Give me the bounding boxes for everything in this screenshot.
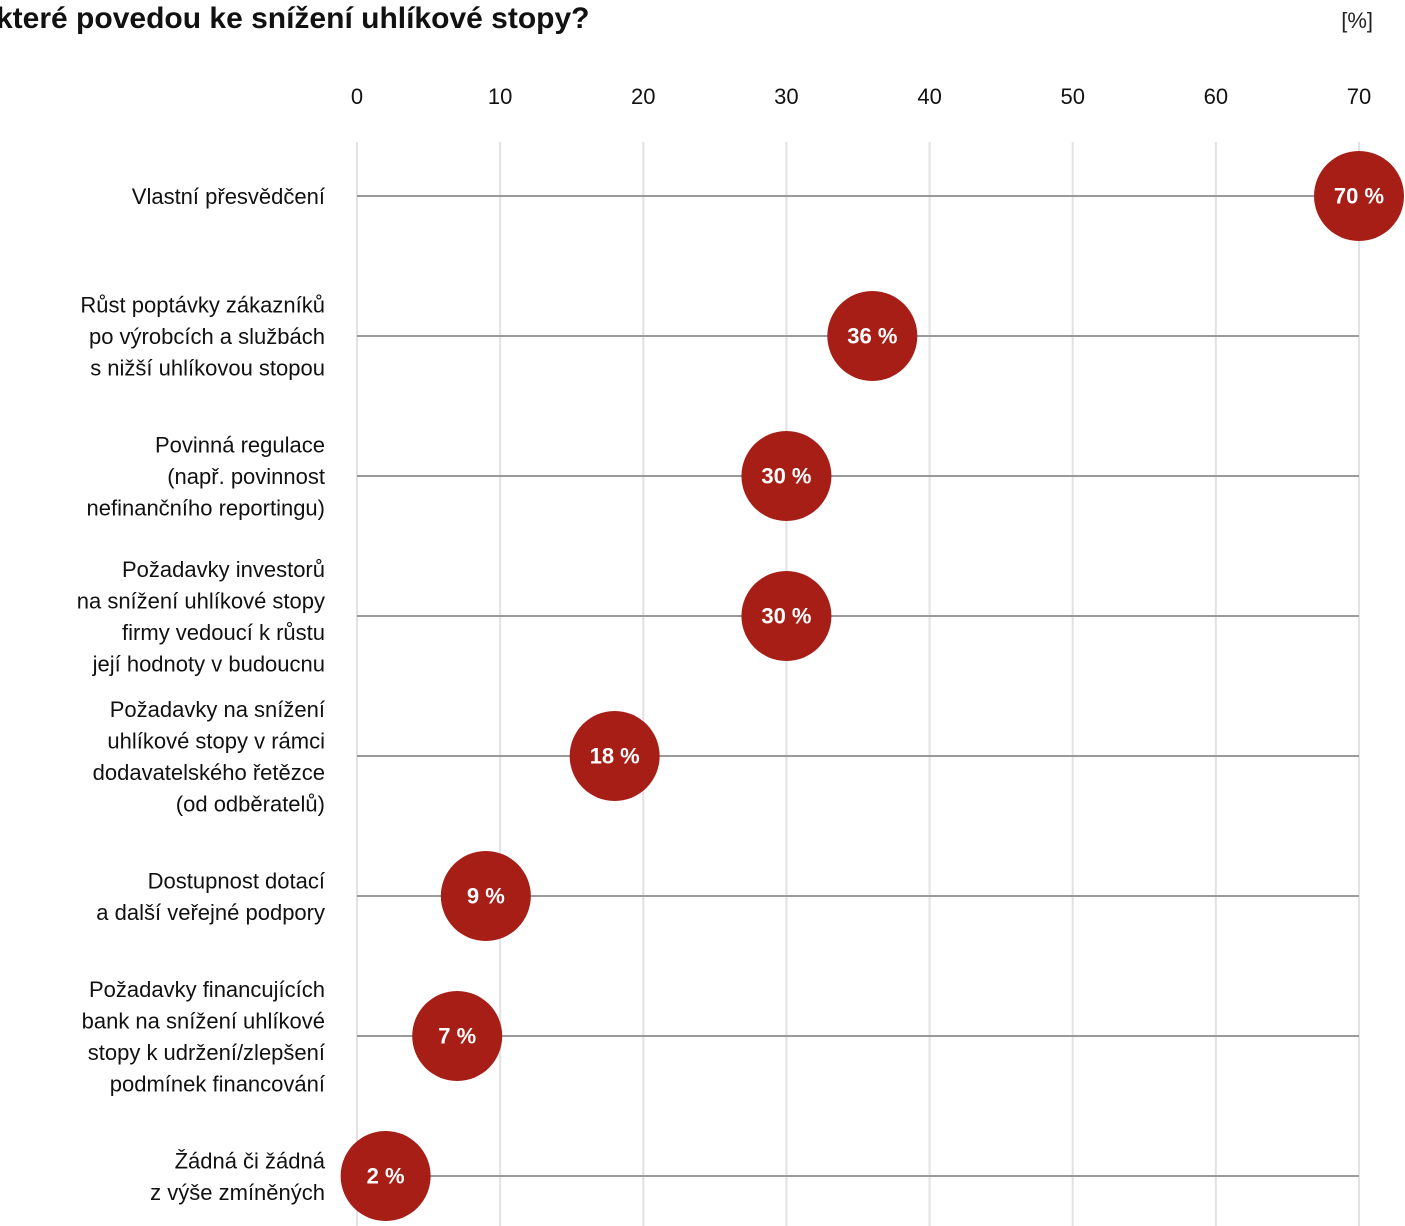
- data-point: [827, 291, 918, 381]
- data-point: [1314, 151, 1404, 241]
- category-label: Povinná regulace (např. povinnost nefinanč…: [87, 432, 326, 520]
- data-point: [741, 571, 832, 661]
- data-point: [741, 431, 832, 521]
- x-tick-label: 30: [774, 84, 798, 109]
- x-tick-label: 0: [351, 84, 363, 109]
- data-label: 2 %: [367, 1164, 405, 1189]
- x-tick-label: 50: [1060, 84, 1084, 109]
- data-label: 70 %: [1334, 184, 1384, 209]
- data-point: [569, 711, 660, 801]
- category-label: Růst poptávky zákazníků po výrobcích a sl…: [80, 292, 325, 380]
- x-tick-label: 40: [917, 84, 941, 109]
- data-label: 30 %: [761, 464, 811, 489]
- data-point: [412, 991, 503, 1081]
- category-label: Žádná či žádná z výše zmíněných: [150, 1148, 326, 1205]
- data-label: 36 %: [847, 324, 897, 349]
- category-label: Požadavky investorů na snížení uhlíkové s…: [77, 556, 325, 676]
- data-label: 9 %: [467, 884, 505, 909]
- category-label: Požadavky financujících bank na snížení u…: [82, 976, 325, 1096]
- data-label: 7 %: [438, 1024, 476, 1049]
- data-label: 18 %: [590, 744, 640, 769]
- data-point: [340, 1131, 431, 1221]
- data-point: [440, 851, 531, 941]
- chart-title: které povedou ke snížení uhlíkové stopy?: [0, 2, 590, 35]
- x-tick-label: 70: [1347, 84, 1371, 109]
- x-tick-label: 60: [1204, 84, 1228, 109]
- category-label: Požadavky na snížení uhlíkové stopy v rám…: [93, 696, 325, 816]
- category-label: Dostupnost dotací a další veřejné podpory: [96, 868, 325, 925]
- category-label: Vlastní přesvědčení: [132, 184, 325, 209]
- x-tick-label: 20: [631, 84, 655, 109]
- unit-label: [%]: [1341, 8, 1373, 33]
- data-label: 30 %: [761, 604, 811, 629]
- x-tick-label: 10: [488, 84, 512, 109]
